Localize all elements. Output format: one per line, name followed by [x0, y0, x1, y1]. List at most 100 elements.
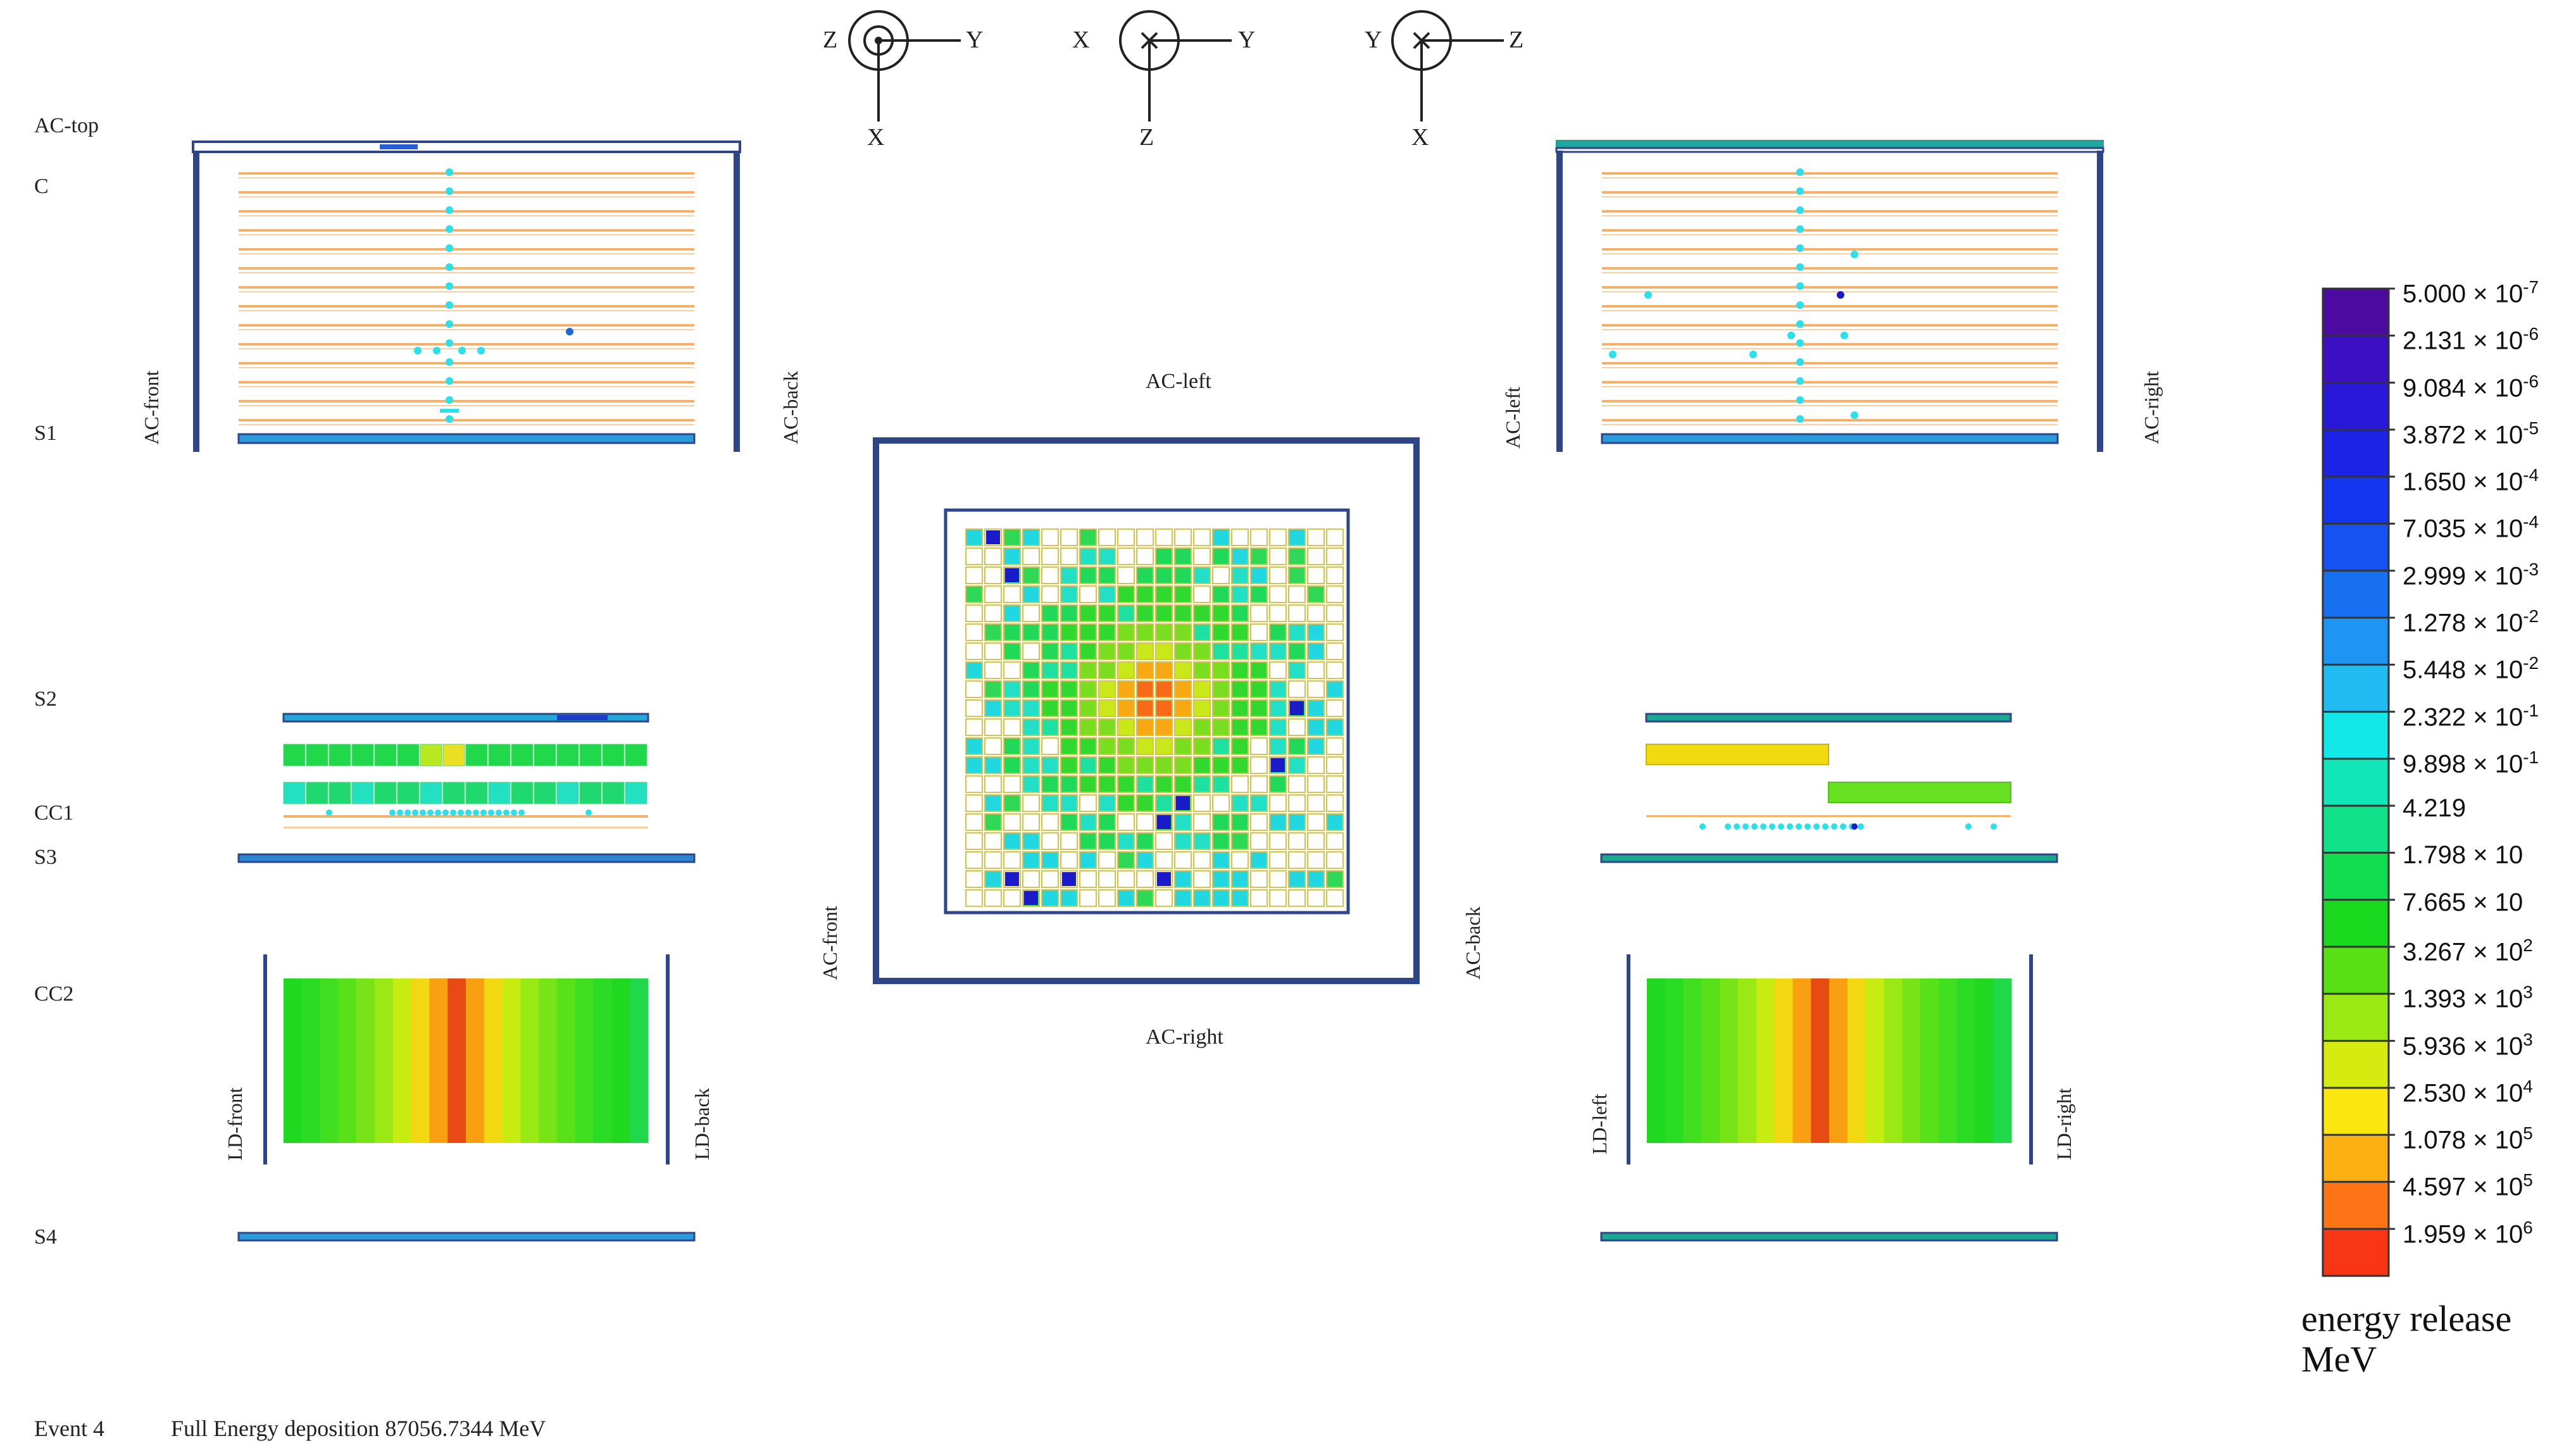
- calo-cell: [1136, 566, 1154, 584]
- calo-cell: [1117, 718, 1135, 736]
- track-hit: [1837, 291, 1844, 299]
- calo-cell: [1288, 585, 1306, 603]
- xy-view-calorimeter: [873, 437, 1420, 984]
- calo-cell: [1269, 566, 1287, 584]
- legend-label: 2.131 × 10-6: [2403, 324, 2539, 355]
- calo-cell: [1079, 775, 1097, 793]
- legend-label: 7.665 × 10: [2403, 888, 2523, 916]
- calo-cell: [1307, 832, 1325, 850]
- calo-cell: [1326, 680, 1344, 698]
- calo-cell: [965, 775, 983, 793]
- calo-cell: [1193, 756, 1211, 774]
- calo-cell: [1250, 737, 1268, 755]
- calo-cell: [1098, 623, 1116, 641]
- cc1-hit: [1787, 823, 1793, 830]
- calo-dark-hit: [1157, 815, 1171, 829]
- calo-cell: [1231, 680, 1249, 698]
- silicon-strip: [239, 362, 694, 365]
- track-hit: [446, 377, 453, 385]
- label-ld-back: LD-back: [691, 1088, 713, 1160]
- calo-cell: [1269, 718, 1287, 736]
- s3-bar: [1600, 853, 2058, 863]
- calo-cell: [1155, 718, 1173, 736]
- label-cc2: CC2: [34, 982, 74, 1006]
- calo-cell: [1231, 718, 1249, 736]
- calo-cell: [1155, 566, 1173, 584]
- calo-cell: [1288, 528, 1306, 546]
- calo-cell: [1269, 851, 1287, 869]
- calo-cell: [1269, 737, 1287, 755]
- label-ld-right: LD-right: [2053, 1088, 2075, 1160]
- cc1-hit: [488, 809, 494, 816]
- axis1-right-letter: Y: [966, 27, 984, 53]
- calo-cell: [1098, 832, 1116, 850]
- calo-cell: [1155, 547, 1173, 565]
- cc2-bar: [1720, 978, 1739, 1143]
- cc2-bar: [630, 978, 649, 1143]
- calo-cell: [1212, 604, 1230, 622]
- calo-cell: [1326, 604, 1344, 622]
- cc1-hit: [473, 809, 479, 816]
- calo-cell: [1136, 585, 1154, 603]
- calo-cell: [1231, 813, 1249, 831]
- cc1-crystal: [579, 744, 602, 766]
- calo-cell: [1136, 547, 1154, 565]
- silicon-strip: [1602, 362, 2058, 365]
- calo-cell: [1003, 680, 1021, 698]
- calo-cell: [1174, 851, 1192, 869]
- calo-cell: [1098, 813, 1116, 831]
- calo-cell: [1060, 737, 1078, 755]
- calo-cell: [1326, 585, 1344, 603]
- calo-cell: [1003, 718, 1021, 736]
- calo-cell: [1060, 794, 1078, 812]
- cc1-hit: [1858, 823, 1864, 830]
- calo-cell: [1060, 889, 1078, 907]
- legend-label: 9.084 × 10-6: [2403, 371, 2539, 402]
- calo-cell: [1231, 566, 1249, 584]
- cc1-hit: [1840, 823, 1846, 830]
- cc2-bar: [1938, 978, 1958, 1143]
- calo-cell: [1212, 756, 1230, 774]
- silicon-strip: [239, 400, 694, 403]
- calo-cell: [1288, 661, 1306, 679]
- track-hit: [1841, 332, 1848, 339]
- calo-cell: [1117, 889, 1135, 907]
- calo-cell: [984, 566, 1002, 584]
- calo-cell: [1250, 623, 1268, 641]
- calo-cell: [1041, 528, 1059, 546]
- calo-cell: [1136, 832, 1154, 850]
- calo-cell: [1326, 623, 1344, 641]
- calo-cell: [1079, 661, 1097, 679]
- track-hit: [1796, 225, 1804, 233]
- calo-cell: [1269, 604, 1287, 622]
- calo-cell: [1041, 566, 1059, 584]
- calo-cell: [1212, 889, 1230, 907]
- calo-cell: [1326, 566, 1344, 584]
- axis3-left-letter: Y: [1365, 27, 1382, 53]
- calo-cell: [1155, 775, 1173, 793]
- track-hit: [458, 347, 466, 354]
- cc1-hit: [427, 809, 434, 816]
- s1-bar: [1601, 433, 2059, 444]
- calo-cell: [1098, 889, 1116, 907]
- calo-cell: [1136, 661, 1154, 679]
- calo-cell: [1041, 604, 1059, 622]
- calo-cell: [1174, 699, 1192, 717]
- cc1-crystal: [488, 782, 511, 804]
- ac-top-hit: [380, 144, 418, 149]
- track-hit: [446, 320, 453, 328]
- calo-cell: [1022, 680, 1040, 698]
- calo-cell: [1155, 528, 1173, 546]
- calo-cell: [1174, 623, 1192, 641]
- legend-swatch: [2323, 289, 2389, 336]
- calo-cell: [1079, 851, 1097, 869]
- calo-cell: [1174, 718, 1192, 736]
- calo-cell: [1174, 870, 1192, 888]
- cc1-hit: [420, 809, 426, 816]
- calo-cell: [1307, 585, 1325, 603]
- calo-cell: [1288, 851, 1306, 869]
- legend-swatch: [2323, 711, 2389, 759]
- calo-cell: [1269, 699, 1287, 717]
- calo-cell: [1079, 832, 1097, 850]
- calo-cell: [1098, 585, 1116, 603]
